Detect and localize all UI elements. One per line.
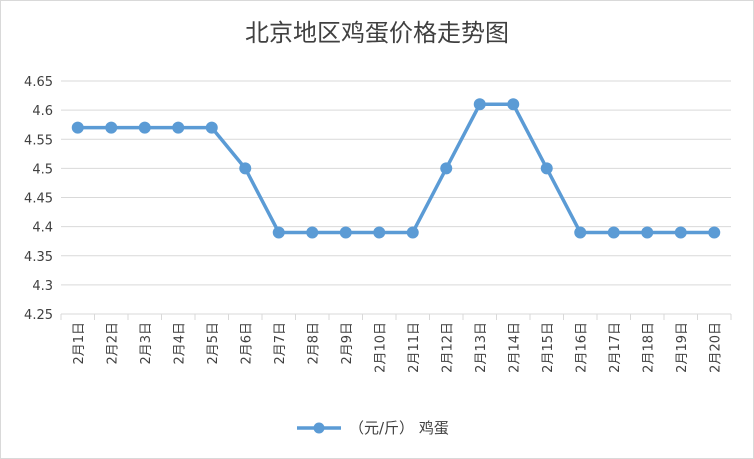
x-tick-label: 2月14日 [507, 322, 522, 373]
y-tick-label: 4.3 [32, 279, 53, 294]
x-tick-label: 2月15日 [541, 322, 556, 373]
data-point [239, 162, 252, 175]
x-tick-label: 2月1日 [72, 322, 87, 365]
x-tick-label: 2月2日 [105, 322, 120, 365]
data-point [574, 226, 587, 239]
data-point [708, 226, 721, 239]
y-tick-label: 4.4 [32, 221, 53, 236]
data-point [272, 226, 285, 239]
y-tick-label: 4.55 [24, 133, 53, 148]
data-point [674, 226, 687, 239]
y-tick-label: 4.65 [24, 75, 53, 90]
x-tick-label: 2月18日 [641, 322, 656, 373]
legend-marker [313, 422, 325, 434]
legend-label: （元/斤） 鸡蛋 [349, 419, 449, 437]
x-tick-label: 2月7日 [273, 322, 288, 365]
data-point [205, 121, 218, 134]
x-tick-label: 2月20日 [708, 322, 723, 373]
y-tick-label: 4.25 [24, 308, 53, 323]
y-tick-label: 4.5 [32, 162, 53, 177]
x-tick-label: 2月4日 [172, 322, 187, 365]
x-tick-label: 2月19日 [675, 322, 690, 373]
data-point [105, 121, 118, 134]
x-tick-label: 2月16日 [574, 322, 589, 373]
data-point [440, 162, 453, 175]
data-point [641, 226, 654, 239]
y-tick-label: 4.45 [24, 192, 53, 207]
x-tick-label: 2月9日 [340, 322, 355, 365]
data-point [540, 162, 553, 175]
x-tick-label: 2月6日 [239, 322, 254, 365]
data-point [306, 226, 319, 239]
x-tick-label: 2月11日 [407, 322, 422, 373]
x-tick-label: 2月5日 [206, 322, 221, 365]
x-tick-label: 2月3日 [139, 322, 154, 365]
chart-title: 北京地区鸡蛋价格走势图 [245, 19, 509, 47]
data-point [339, 226, 352, 239]
x-tick-label: 2月12日 [440, 322, 455, 373]
y-tick-label: 4.35 [24, 250, 53, 265]
data-point [607, 226, 620, 239]
data-point [71, 121, 84, 134]
x-tick-label: 2月8日 [306, 322, 321, 365]
y-tick-label: 4.6 [32, 104, 53, 119]
x-tick-label: 2月13日 [474, 322, 489, 373]
data-point [373, 226, 386, 239]
data-point [507, 98, 520, 111]
data-point [473, 98, 486, 111]
x-tick-label: 2月10日 [373, 322, 388, 373]
x-tick-label: 2月17日 [608, 322, 623, 373]
data-point [172, 121, 185, 134]
data-point [138, 121, 151, 134]
data-point [406, 226, 419, 239]
